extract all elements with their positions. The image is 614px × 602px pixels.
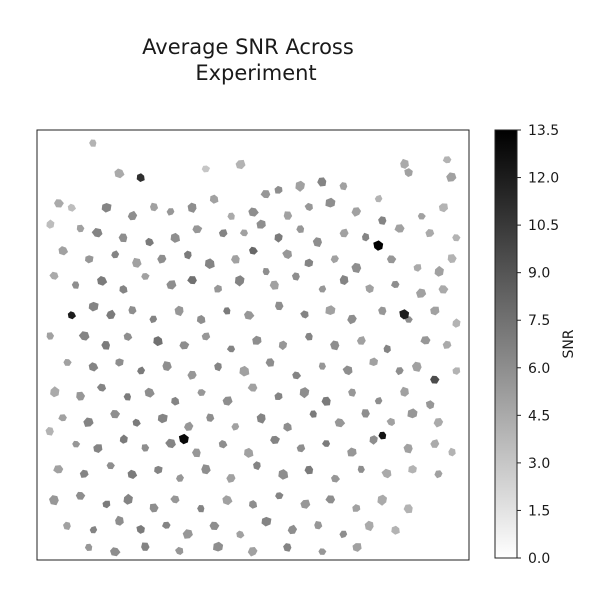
colorbar: 0.0 1.5 3.0 4.5 6.0 7.5 9.0 10.5 12.0 13.5 SNR (495, 123, 577, 567)
colorbar-gradient (495, 130, 517, 558)
colorbar-tick-label: 10.5 (528, 218, 559, 234)
chart-title-line-1: Average SNR Across (142, 35, 354, 59)
colorbar-tick-label: 4.5 (528, 408, 550, 424)
colorbar-tick-label: 1.5 (528, 503, 550, 519)
colorbar-tick-label: 6.0 (528, 361, 550, 377)
colorbar-tick-label: 13.5 (528, 123, 559, 139)
colorbar-tick-label: 9.0 (528, 266, 550, 282)
colorbar-tick-label: 7.5 (528, 313, 550, 329)
colorbar-tick-label: 3.0 (528, 456, 550, 472)
chart-title-line-2: Experiment (195, 61, 316, 85)
colorbar-ticks: 0.0 1.5 3.0 4.5 6.0 7.5 9.0 10.5 12.0 13.5 (517, 123, 559, 567)
colorbar-tick-label: 0.0 (528, 551, 550, 567)
colorbar-tick-label: 12.0 (528, 171, 559, 187)
chart-title: Average SNR Across Experiment (142, 35, 354, 85)
colorbar-label: SNR (561, 329, 577, 358)
